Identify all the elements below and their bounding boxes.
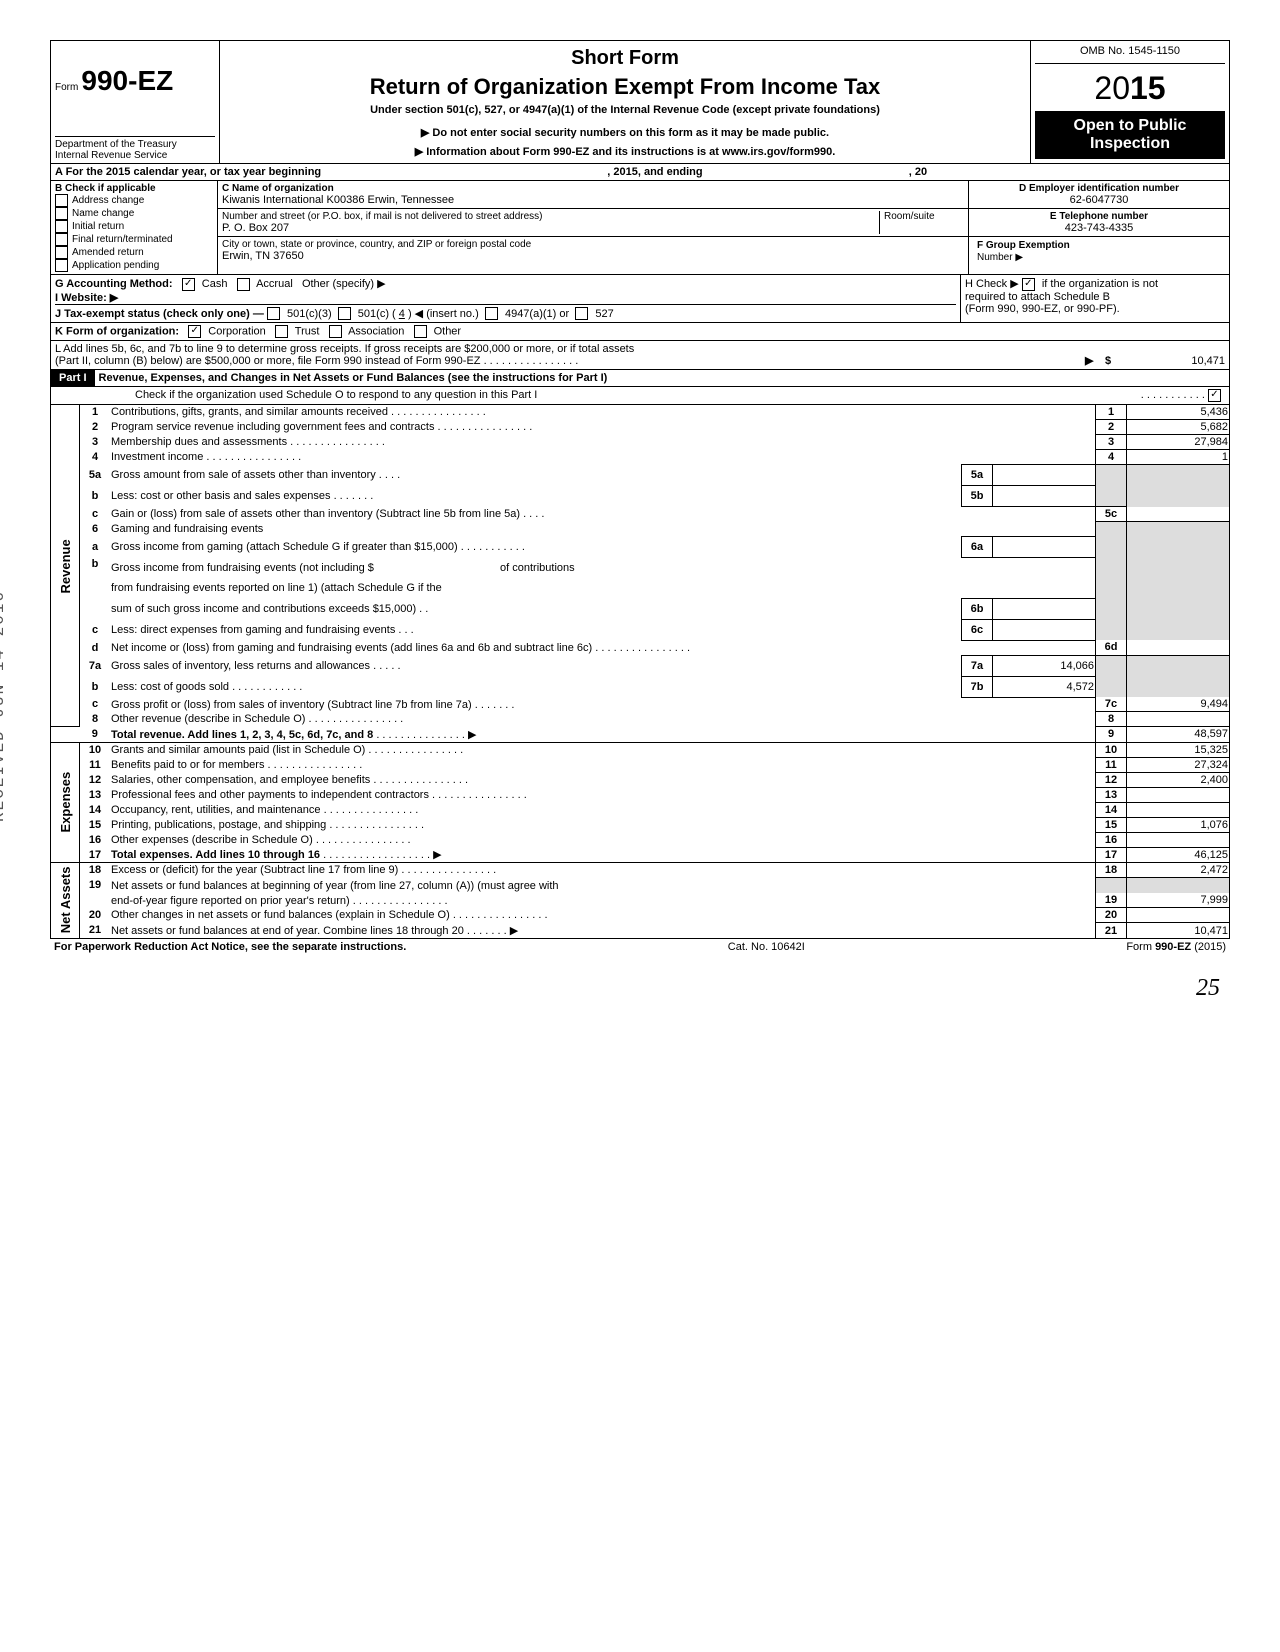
chk-name-change[interactable] <box>55 207 68 220</box>
line-13-amount <box>1127 787 1230 802</box>
line-2-amount: 5,682 <box>1127 420 1230 435</box>
net-assets-section-label: Net Assets <box>51 863 80 938</box>
line-5a-amount <box>993 465 1096 486</box>
line-5c-amount <box>1127 507 1230 522</box>
open-to-public: Open to Public Inspection <box>1035 111 1225 159</box>
page-number: 25 <box>50 955 1230 1002</box>
line-1-amount: 5,436 <box>1127 405 1230 420</box>
form-990ez: Form 990-EZ Department of the Treasury I… <box>50 40 1230 939</box>
chk-4947[interactable] <box>485 307 498 320</box>
col-c-org-info: C Name of organization Kiwanis Internati… <box>218 181 969 274</box>
telephone-value: 423-743-4335 <box>973 222 1225 234</box>
tax-year: 2015 <box>1035 70 1225 107</box>
org-name: Kiwanis International K00386 Erwin, Tenn… <box>222 194 964 206</box>
line-7b-amount: 4,572 <box>993 676 1096 697</box>
line-19-amount: 7,999 <box>1127 893 1230 908</box>
line-17-amount: 46,125 <box>1127 847 1230 863</box>
line-3-amount: 27,984 <box>1127 435 1230 450</box>
line-9-amount: 48,597 <box>1127 727 1230 743</box>
year-cell: OMB No. 1545-1150 2015 Open to Public In… <box>1031 41 1229 163</box>
ein-value: 62-6047730 <box>973 194 1225 206</box>
main-title: Return of Organization Exempt From Incom… <box>228 74 1022 100</box>
warning-line: ▶ Do not enter social security numbers o… <box>228 126 1022 139</box>
website-label: I Website: ▶ <box>55 292 118 304</box>
short-form-title: Short Form <box>228 47 1022 70</box>
part-1-header: Part I Revenue, Expenses, and Changes in… <box>51 370 1229 387</box>
sub-title: Under section 501(c), 527, or 4947(a)(1)… <box>228 104 1022 116</box>
chk-association[interactable] <box>329 325 342 338</box>
form-header: Form 990-EZ Department of the Treasury I… <box>51 41 1229 164</box>
chk-other-org[interactable] <box>414 325 427 338</box>
line-21-amount: 10,471 <box>1127 923 1230 938</box>
line-7a-amount: 14,066 <box>993 655 1096 676</box>
line-5b-amount <box>993 486 1096 507</box>
part-1-table: Revenue 1 Contributions, gifts, grants, … <box>51 405 1229 938</box>
chk-application-pending[interactable] <box>55 259 68 272</box>
col-d-identifiers: D Employer identification number 62-6047… <box>969 181 1229 274</box>
line-14-amount <box>1127 802 1230 817</box>
form-number-cell: Form 990-EZ Department of the Treasury I… <box>51 41 220 163</box>
line-6c-amount <box>993 619 1096 640</box>
line-10-amount: 15,325 <box>1127 742 1230 757</box>
chk-cash[interactable] <box>182 278 195 291</box>
line-12-amount: 2,400 <box>1127 772 1230 787</box>
form-footer: For Paperwork Reduction Act Notice, see … <box>50 939 1230 955</box>
paperwork-notice: For Paperwork Reduction Act Notice, see … <box>54 941 406 953</box>
chk-schedule-b[interactable] <box>1022 278 1035 291</box>
chk-501c3[interactable] <box>267 307 280 320</box>
section-bcd: B Check if applicable Address change Nam… <box>51 181 1229 275</box>
row-a-tax-year: A For the 2015 calendar year, or tax yea… <box>51 164 1229 181</box>
omb-number: OMB No. 1545-1150 <box>1035 45 1225 64</box>
row-l: L Add lines 5b, 6c, and 7b to line 9 to … <box>51 341 1229 370</box>
revenue-section-label: Revenue <box>51 405 80 727</box>
chk-accrual[interactable] <box>237 278 250 291</box>
gross-receipts-value: 10,471 <box>1125 355 1225 367</box>
received-stamp: RECEIVED JUN 14 2016 <box>0 590 8 822</box>
org-city: Erwin, TN 37650 <box>222 250 964 262</box>
form-number: 990-EZ <box>81 65 173 96</box>
row-gh: G Accounting Method: Cash Accrual Other … <box>51 275 1229 323</box>
title-cell: Short Form Return of Organization Exempt… <box>220 41 1031 163</box>
form-id-footer: Form 990-EZ (2015) <box>1126 941 1226 953</box>
line-16-amount <box>1127 832 1230 847</box>
chk-schedule-o[interactable] <box>1208 389 1221 402</box>
chk-501c[interactable] <box>338 307 351 320</box>
chk-527[interactable] <box>575 307 588 320</box>
irs-label: Internal Revenue Service <box>55 150 215 161</box>
line-6b-amount <box>993 598 1096 619</box>
expenses-section-label: Expenses <box>51 742 80 863</box>
catalog-number: Cat. No. 10642I <box>728 941 805 953</box>
line-6d-amount <box>1127 640 1230 655</box>
form-prefix: Form <box>55 82 78 93</box>
row-h-schedule-b: H Check ▶ if the organization is not req… <box>960 275 1229 322</box>
line-15-amount: 1,076 <box>1127 817 1230 832</box>
schedule-o-check-label: Check if the organization used Schedule … <box>135 389 1048 402</box>
org-address: P. O. Box 207 <box>222 222 879 234</box>
chk-trust[interactable] <box>275 325 288 338</box>
line-11-amount: 27,324 <box>1127 757 1230 772</box>
line-20-amount <box>1127 908 1230 923</box>
chk-corporation[interactable] <box>188 325 201 338</box>
line-4-amount: 1 <box>1127 450 1230 465</box>
line-6a-amount <box>993 536 1096 557</box>
chk-address-change[interactable] <box>55 194 68 207</box>
row-k: K Form of organization: Corporation Trus… <box>51 323 1229 341</box>
chk-final-return[interactable] <box>55 233 68 246</box>
line-7c-amount: 9,494 <box>1127 697 1230 712</box>
department-label: Department of the Treasury <box>55 139 215 150</box>
info-line: ▶ Information about Form 990-EZ and its … <box>228 145 1022 158</box>
chk-amended-return[interactable] <box>55 246 68 259</box>
col-b-checkboxes: B Check if applicable Address change Nam… <box>51 181 218 274</box>
accounting-method-label: G Accounting Method: <box>55 278 173 290</box>
line-18-amount: 2,472 <box>1127 863 1230 878</box>
chk-initial-return[interactable] <box>55 220 68 233</box>
line-8-amount <box>1127 712 1230 727</box>
